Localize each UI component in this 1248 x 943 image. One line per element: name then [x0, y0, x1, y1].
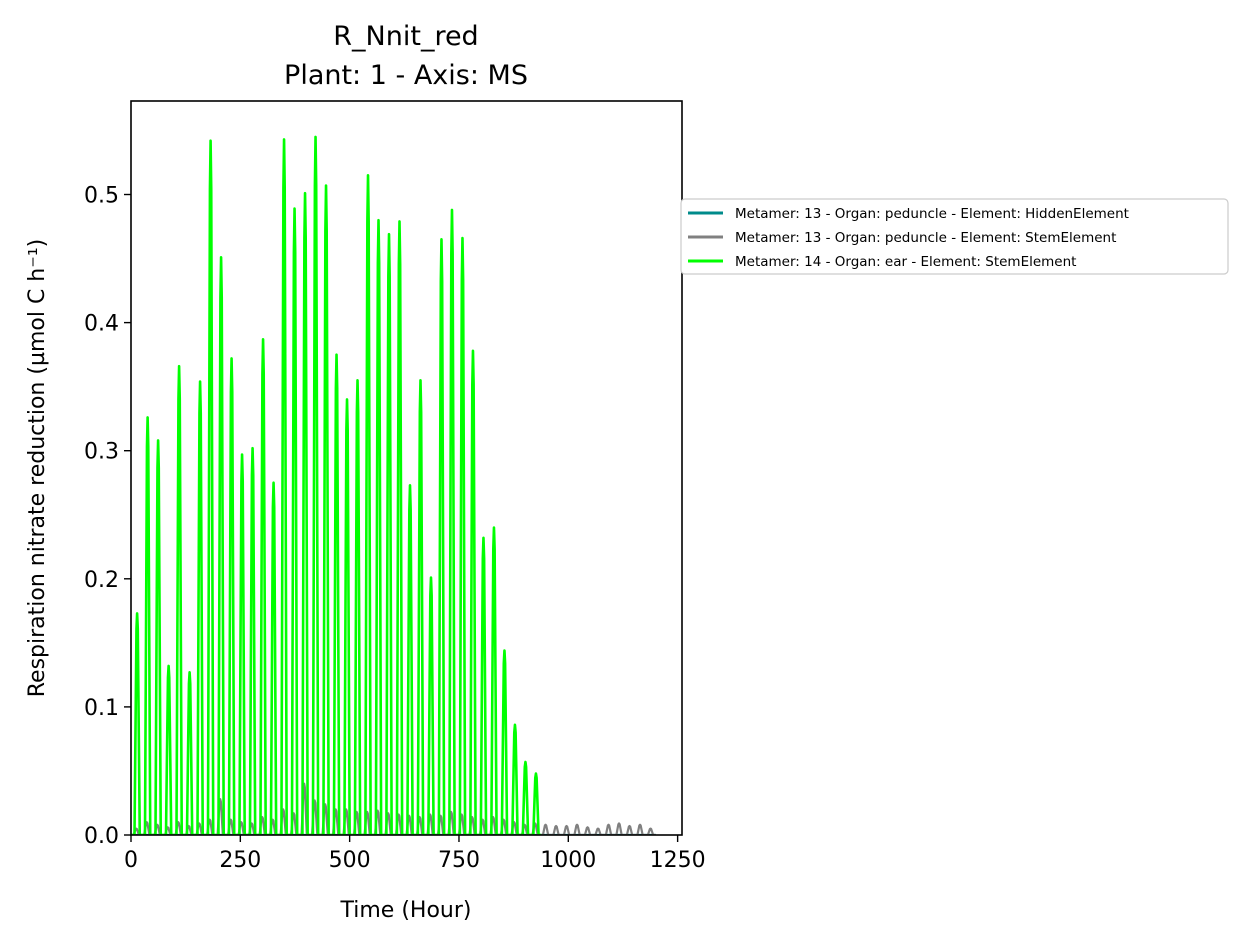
y-tick-label: 0.1	[84, 696, 119, 721]
chart-subtitle: Plant: 1 - Axis: MS	[284, 60, 528, 91]
x-tick-label: 750	[438, 848, 480, 873]
legend-label-1: Metamer: 13 - Organ: peduncle - Element:…	[735, 206, 1129, 222]
series-line-3	[131, 135, 542, 835]
x-axis-label: Time (Hour)	[340, 898, 472, 923]
legend: Metamer: 13 - Organ: peduncle - Element:…	[680, 198, 1229, 275]
y-axis-label: Respiration nitrate reduction (µmol C h⁻…	[25, 239, 50, 698]
legend-label-3: Metamer: 14 - Organ: ear - Element: Stem…	[735, 254, 1076, 270]
x-axis: 0 250 500 750 1000 1250	[124, 835, 706, 873]
y-tick-label: 0.4	[84, 312, 119, 337]
y-axis: 0.0 0.1 0.2 0.3 0.4 0.5	[84, 184, 131, 849]
x-tick-label: 1000	[540, 848, 596, 873]
y-tick-label: 0.0	[84, 824, 119, 849]
series-layer	[131, 135, 656, 835]
y-tick-label: 0.2	[84, 568, 119, 593]
x-tick-label: 500	[329, 848, 371, 873]
x-tick-label: 1250	[650, 848, 706, 873]
series-line-2	[131, 782, 656, 835]
chart-title: R_Nnit_red	[333, 21, 478, 52]
y-tick-label: 0.3	[84, 440, 119, 465]
y-tick-label: 0.5	[84, 184, 119, 209]
plot-frame	[130, 100, 683, 836]
x-tick-label: 250	[219, 848, 261, 873]
legend-frame	[680, 198, 1229, 275]
x-tick-label: 0	[124, 848, 138, 873]
legend-label-2: Metamer: 13 - Organ: peduncle - Element:…	[735, 230, 1116, 246]
